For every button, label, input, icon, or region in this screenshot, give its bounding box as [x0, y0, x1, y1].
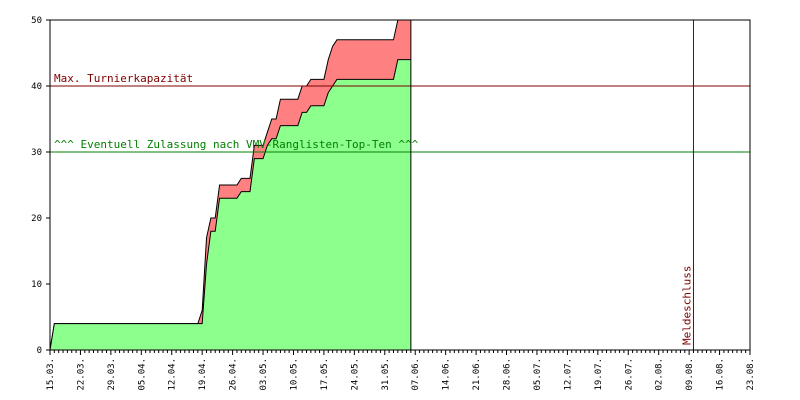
axes: 0 10 20 30 40 50 15.03. 22.03. 29.03. 05.04. 12.04… [31, 16, 756, 391]
x-tick-label: 26.04. [229, 358, 239, 391]
y-tick-label-0: 0 [37, 346, 42, 356]
x-tick-label: 03.05. [259, 358, 269, 391]
x-tick-label: 16.08. [716, 358, 726, 391]
x-tick-label: 10.05. [289, 358, 299, 391]
x-tick-label: 31.05. [381, 358, 391, 391]
area-layer [49, 19, 411, 351]
x-tick-label: 21.06. [472, 358, 482, 391]
y-tick-label-40: 40 [31, 82, 42, 92]
reference-lines: Max. Turnierkapazität ^^^ Eventuell Zulas… [50, 20, 750, 350]
x-tick-label: 05.04. [137, 358, 147, 391]
x-tick-label: 29.03. [107, 358, 117, 391]
x-tick-label: 14.06. [442, 358, 452, 391]
x-tick-label: 26.07. [624, 358, 634, 391]
y-tick-label-10: 10 [31, 280, 42, 290]
area-series-1 [50, 59, 411, 350]
x-tick-label: 19.04. [198, 358, 208, 391]
x-tick-label: 12.07. [563, 358, 573, 391]
x-tick-label: 17.05. [320, 358, 330, 391]
x-tick-label: 12.04. [168, 358, 178, 391]
y-tick-label-50: 50 [31, 16, 42, 26]
x-tick-label: 19.07. [594, 358, 604, 391]
x-tick-label: 28.06. [503, 358, 513, 391]
x-tick-label: 15.03. [46, 358, 56, 391]
x-tick-label: 22.03. [76, 358, 86, 391]
x-tick-label: 23.08. [746, 358, 756, 391]
vline-label-3: Meldeschluss [680, 266, 693, 345]
series-line-1 [49, 59, 411, 351]
x-tick-label: 09.08. [685, 358, 695, 391]
hline-label-40: Max. Turnierkapazität [54, 72, 193, 85]
series-line-0 [49, 19, 411, 351]
hline-label-30: ^^^ Eventuell Zulassung nach VMV-Ranglis… [54, 138, 419, 151]
x-tick-label: 07.06. [411, 358, 421, 391]
y-tick-label-30: 30 [31, 148, 42, 158]
x-tick-label: 24.05. [350, 358, 360, 391]
y-tick-label-20: 20 [31, 214, 42, 224]
x-tick-label: 02.08. [655, 358, 665, 391]
plot-frame [49, 19, 751, 351]
x-tick-label: 05.07. [533, 358, 543, 391]
